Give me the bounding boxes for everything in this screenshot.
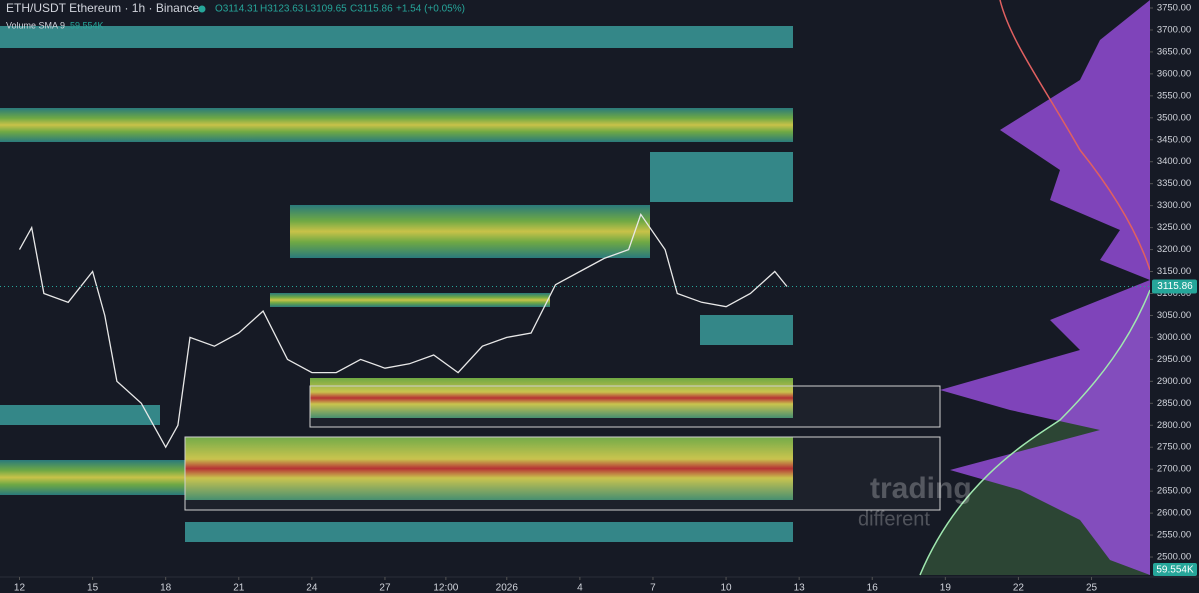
price-axis bbox=[1150, 0, 1199, 593]
ohlc-value: +1.54 (+0.05%) bbox=[396, 4, 465, 15]
status-dot bbox=[198, 5, 206, 13]
volume-tag bbox=[1153, 563, 1197, 576]
x-tick-label: 15 bbox=[87, 583, 99, 593]
y-tick-label: 2500.00 bbox=[1157, 552, 1191, 563]
y-tick-label: 2600.00 bbox=[1157, 508, 1191, 519]
zone-box bbox=[184, 436, 941, 511]
ohlc-value: H3123.63 bbox=[260, 4, 304, 15]
y-tick-label: 2700.00 bbox=[1157, 464, 1191, 475]
price-line bbox=[18, 212, 788, 449]
y-tick-label: 3600.00 bbox=[1157, 68, 1191, 79]
x-tick-label: 22 bbox=[1013, 583, 1025, 593]
x-tick-label: 27 bbox=[379, 583, 391, 593]
watermark: different bbox=[858, 508, 930, 530]
zone-box bbox=[309, 385, 941, 428]
ohlc-value: L3109.65 bbox=[305, 4, 347, 15]
liquidity-heatmap bbox=[0, 26, 793, 542]
y-tick-label: 2800.00 bbox=[1157, 420, 1191, 431]
x-tick-label: 21 bbox=[233, 583, 245, 593]
indicator-name: Volume SMA 9 bbox=[6, 20, 65, 30]
x-tick-label: 10 bbox=[720, 583, 732, 593]
watermark: trading bbox=[870, 472, 972, 505]
y-tick-label: 2650.00 bbox=[1157, 486, 1191, 497]
y-tick-label: 3200.00 bbox=[1157, 244, 1191, 255]
y-tick-label: 3450.00 bbox=[1157, 134, 1191, 145]
x-tick-label: 18 bbox=[160, 583, 172, 593]
y-tick-label: 3650.00 bbox=[1157, 46, 1191, 57]
x-tick-label: 25 bbox=[1086, 583, 1098, 593]
indicator-value: 59.554K bbox=[70, 20, 104, 30]
y-tick-label: 3700.00 bbox=[1157, 24, 1191, 35]
y-tick-label: 3550.00 bbox=[1157, 90, 1191, 101]
y-tick-label: 3500.00 bbox=[1157, 112, 1191, 123]
volume-tag-label: 59.554K bbox=[1156, 565, 1194, 576]
x-tick-label: 19 bbox=[940, 583, 952, 593]
x-tick-label: 12:00 bbox=[433, 583, 458, 593]
chart-title: ETH/USDT Ethereum · 1h · Binance bbox=[6, 1, 200, 15]
volume-profile bbox=[919, 0, 1151, 576]
y-tick-label: 3300.00 bbox=[1157, 200, 1191, 211]
y-tick-label: 2850.00 bbox=[1157, 398, 1191, 409]
x-tick-label: 4 bbox=[577, 583, 583, 593]
x-tick-label: 13 bbox=[794, 583, 806, 593]
ohlc-legend: O3114.31 H3123.63 L3109.65 C3115.86 +1.54 (+… bbox=[215, 4, 465, 15]
x-tick-label: 24 bbox=[306, 583, 318, 593]
y-tick-label: 3050.00 bbox=[1157, 310, 1191, 321]
x-tick-label: 16 bbox=[867, 583, 879, 593]
y-tick-label: 3400.00 bbox=[1157, 156, 1191, 167]
ohlc-value: C3115.86 bbox=[350, 4, 393, 15]
x-tick-label: 2026 bbox=[496, 583, 519, 593]
y-tick-label: 3750.00 bbox=[1157, 3, 1191, 14]
y-tick-label: 2950.00 bbox=[1157, 354, 1191, 365]
last-price-tag bbox=[1152, 279, 1197, 294]
y-tick-label: 2550.00 bbox=[1157, 530, 1191, 541]
y-tick-label: 3000.00 bbox=[1157, 332, 1191, 343]
y-tick-label: 3250.00 bbox=[1157, 222, 1191, 233]
y-tick-label: 3150.00 bbox=[1157, 266, 1191, 277]
y-tick-label: 3350.00 bbox=[1157, 178, 1191, 189]
y-tick-label: 2750.00 bbox=[1157, 442, 1191, 453]
ohlc-value: O3114.31 bbox=[215, 4, 259, 15]
x-tick-label: 12 bbox=[14, 583, 26, 593]
y-tick-label: 2900.00 bbox=[1157, 376, 1191, 387]
x-tick-label: 7 bbox=[650, 583, 656, 593]
last-price-label: 3115.86 bbox=[1157, 281, 1193, 292]
